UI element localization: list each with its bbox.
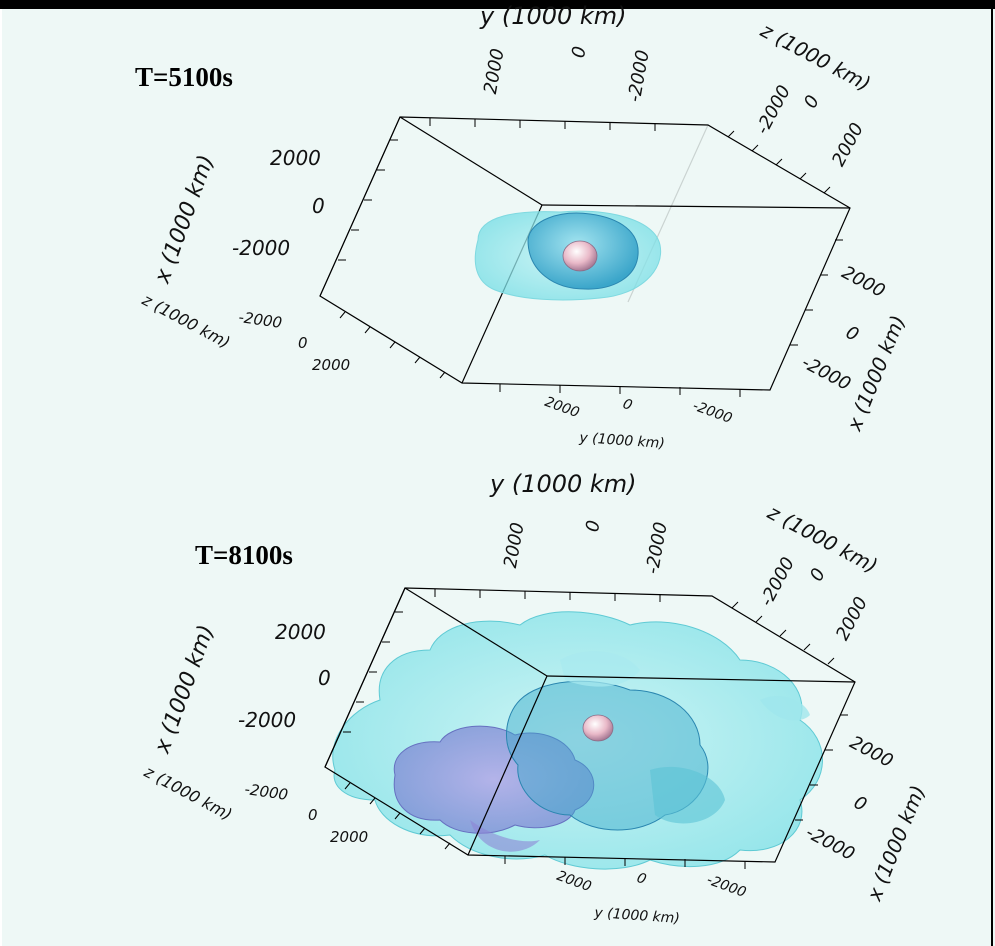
panel-1-time-label: T=5100s [135,62,233,92]
panel-2-isosurfaces [332,611,823,870]
panel-1-x-left-tick-1: 2000 [270,146,321,170]
panel-2-ticks [343,589,848,869]
top-border [0,0,995,9]
panel-2-time-label: T=8100s [195,540,293,570]
panel-1-isosurfaces [474,210,662,301]
panel-1-y-axis-title-top: y (1000 km) [480,2,627,30]
panel-2-z-left-tick-3: 2000 [330,828,369,846]
panel-1-z-left-tick-3: 2000 [312,356,351,374]
panel-1-x-left-tick-2: 0 [312,194,325,218]
panel-2-y-axis-title-top: y (1000 km) [490,470,637,498]
panel-2-x-left-tick-1: 2000 [275,620,326,644]
panel-2-z-left-tick-2: 0 [308,806,318,824]
panel-2-box [324,587,856,863]
panel-1-z-left-tick-2: 0 [298,334,308,352]
panel-1-x-left-tick-3: -2000 [232,236,291,260]
panel-2-x-left-tick-3: -2000 [238,708,297,732]
panel-2-x-left-tick-2: 0 [318,666,331,690]
panel-1-box [319,116,851,391]
panel-1-ticks [338,118,843,397]
right-border [991,9,993,946]
